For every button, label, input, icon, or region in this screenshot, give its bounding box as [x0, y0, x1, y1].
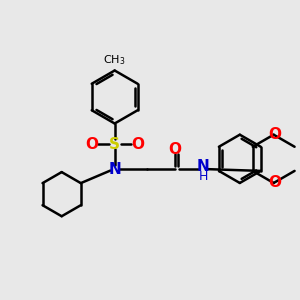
Text: CH$_3$: CH$_3$: [103, 53, 126, 67]
Text: O: O: [268, 176, 282, 190]
Text: N: N: [108, 162, 121, 177]
Text: O: O: [268, 127, 282, 142]
Text: N: N: [196, 159, 209, 174]
Text: S: S: [109, 136, 120, 152]
Text: O: O: [85, 136, 98, 152]
Text: O: O: [131, 136, 144, 152]
Text: H: H: [198, 170, 208, 183]
Text: O: O: [169, 142, 182, 157]
